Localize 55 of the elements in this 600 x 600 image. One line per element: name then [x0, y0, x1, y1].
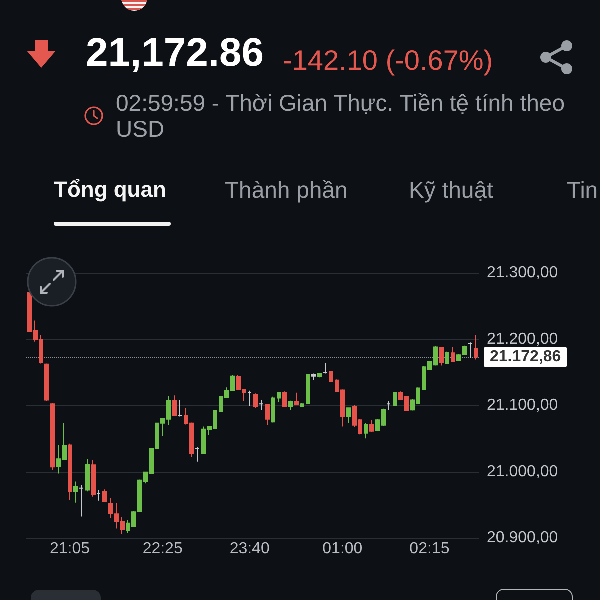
- candlestick: [79, 484, 84, 518]
- chart-title: 21,172.86: [86, 31, 264, 75]
- candlestick: [172, 395, 177, 417]
- candlestick: [288, 400, 293, 411]
- candlestick: [102, 489, 107, 503]
- candlestick: [439, 346, 444, 366]
- chart-subtitle: -142.10 (-0.67%): [283, 45, 494, 76]
- x-tick-label: 01:00: [322, 540, 363, 558]
- candlestick: [468, 342, 473, 359]
- candlestick: [451, 346, 455, 363]
- candlestick: [178, 400, 183, 418]
- candlestick: [317, 372, 322, 378]
- x-tick-label: 23:40: [230, 540, 270, 558]
- candlestick: [346, 408, 351, 424]
- candlestick: [68, 443, 72, 501]
- x-tick-label: 02:15: [410, 540, 450, 558]
- candlestick: [300, 403, 304, 408]
- text: Kỹ thuật: [409, 177, 494, 203]
- candlestick: [44, 363, 49, 402]
- y-tick-label: 20.900,00: [487, 530, 558, 546]
- candlestick: [259, 400, 264, 411]
- candlestick: [329, 370, 333, 383]
- candlestick: [387, 401, 391, 411]
- candlestick: [253, 393, 258, 409]
- text: Tổng quan: [54, 177, 166, 203]
- candlestick: [323, 362, 328, 374]
- candlestick: [474, 334, 478, 360]
- text: Tin: [567, 177, 598, 203]
- candlestick: [294, 392, 299, 406]
- candlestick: [306, 374, 310, 405]
- candlestick: [364, 422, 368, 440]
- x-tick-label: 21:05: [50, 540, 90, 558]
- text: Thành phần: [225, 177, 348, 203]
- candlestick: [265, 404, 270, 426]
- candlestick: [445, 351, 449, 365]
- text: 02:59:59 - Thời Gian Thực. Tiền tệ tính theo USD: [116, 90, 566, 142]
- y-tick-label: 21.100,00: [487, 397, 558, 414]
- y-tick-label: 21.200,00: [487, 330, 558, 348]
- candlestick: [271, 396, 275, 424]
- candlestick: [282, 391, 287, 408]
- candlestick: [85, 458, 90, 492]
- candlestick: [248, 390, 252, 407]
- candlestick: [91, 460, 96, 498]
- candlestick: [369, 420, 374, 432]
- candlestick: [50, 403, 55, 471]
- candlestick: [393, 392, 397, 407]
- y-tick-label: 21.000,00: [487, 463, 558, 480]
- ref-line-label: 21.172,86: [490, 348, 562, 366]
- x-tick-label: 22:25: [142, 540, 183, 558]
- candlestick: [195, 446, 200, 462]
- candlestick: [311, 373, 316, 381]
- candlestick: [73, 481, 78, 504]
- y-tick-label: 21.300,00: [487, 264, 558, 282]
- candlestick: [277, 392, 281, 403]
- candlestick: [97, 490, 101, 502]
